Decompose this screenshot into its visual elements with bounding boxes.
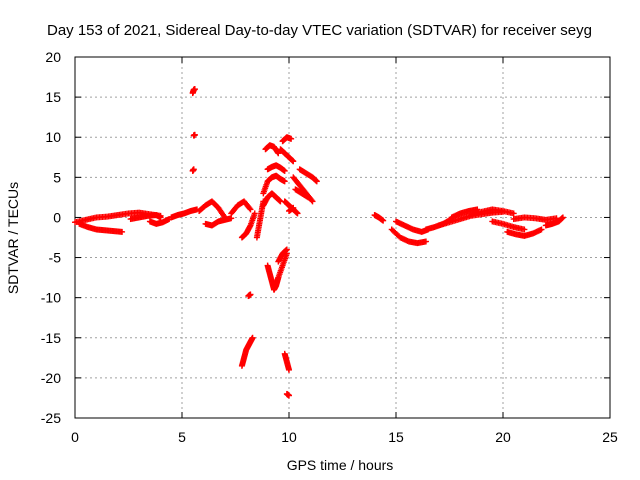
data-point	[305, 194, 312, 201]
y-tick-label: 20	[45, 49, 61, 65]
data-point	[191, 131, 198, 138]
data-point	[290, 158, 297, 165]
data-points	[72, 86, 566, 399]
x-axis-label: GPS time / hours	[287, 457, 394, 473]
data-point	[247, 206, 254, 213]
y-tick-label: -15	[41, 330, 61, 346]
y-tick-label: -20	[41, 370, 61, 386]
y-tick-label: 15	[45, 89, 61, 105]
data-point	[275, 150, 282, 157]
data-point	[190, 166, 197, 173]
data-point	[288, 135, 295, 142]
data-point	[422, 238, 429, 245]
x-tick-label: 10	[281, 429, 297, 445]
data-point	[286, 366, 292, 373]
data-point	[281, 178, 288, 185]
data-point	[281, 167, 288, 174]
data-point	[510, 210, 517, 217]
y-tick-label: -25	[41, 410, 61, 426]
data-point	[157, 214, 164, 221]
data-point	[559, 214, 566, 221]
y-tick-label: -5	[49, 250, 62, 266]
x-tick-label: 5	[178, 429, 186, 445]
data-point	[538, 226, 545, 233]
data-point	[191, 86, 198, 93]
y-tick-label: 10	[45, 129, 61, 145]
y-tick-label: 5	[53, 169, 61, 185]
data-point	[308, 197, 315, 204]
data-point	[313, 178, 320, 185]
x-tick-label: 15	[388, 429, 404, 445]
x-tick-label: 0	[71, 429, 79, 445]
data-point	[283, 246, 290, 253]
data-point	[251, 210, 258, 217]
data-point	[309, 198, 316, 205]
data-point	[247, 291, 254, 298]
data-point	[249, 334, 256, 341]
x-tick-label: 25	[602, 429, 618, 445]
data-point	[290, 204, 297, 211]
x-tick-label: 20	[495, 429, 511, 445]
axis-ticks: 0 5 10 15 20 25 -25 -20 -15 -10 -5 0 5 10 15 20	[41, 49, 618, 445]
data-point	[246, 205, 253, 212]
data-point	[521, 226, 528, 233]
data-point	[294, 210, 301, 217]
data-point	[286, 392, 292, 399]
data-point	[380, 217, 387, 224]
y-tick-label: -10	[41, 290, 61, 306]
y-axis-label: SDTVAR / TECUs	[5, 182, 21, 294]
chart-title: Day 153 of 2021, Sidereal Day-to-day VTE…	[47, 22, 592, 39]
plot-frame	[74, 56, 611, 419]
y-tick-label: 0	[53, 209, 61, 225]
data-point	[119, 228, 126, 235]
